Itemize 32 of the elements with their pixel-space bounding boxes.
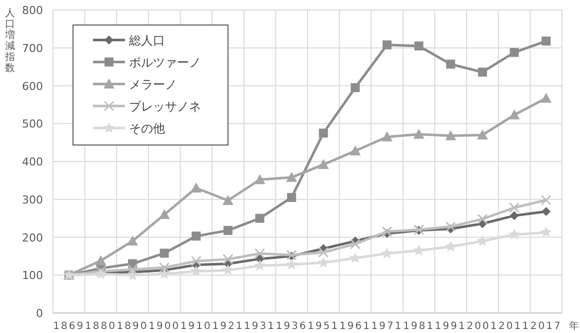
x-axis-title: 年 (569, 320, 579, 332)
x-tick-label: 2017 (530, 321, 562, 332)
x-tick-label: 1880 (84, 321, 116, 332)
x-tick-label: 1890 (116, 321, 148, 332)
x-tick-label: 1951 (308, 321, 340, 332)
legend-label: ブレッサノネ (129, 100, 201, 114)
legend-label: ボルツァーノ (129, 56, 201, 70)
y-tick-label: 300 (22, 193, 43, 206)
y-tick-label: 800 (22, 4, 43, 17)
y-tick-label: 400 (22, 156, 43, 168)
y-tick-label: 200 (22, 231, 43, 244)
legend-label: メラーノ (129, 78, 177, 92)
x-tick-label: 1971 (371, 321, 403, 332)
y-tick-label: 700 (22, 42, 43, 55)
x-tick-label: 1921 (212, 321, 244, 332)
legend-label: 総人口 (128, 34, 165, 48)
y-tick-label: 500 (22, 118, 43, 131)
x-tick-label: 1931 (244, 321, 276, 332)
y-tick-label: 0 (36, 307, 43, 320)
x-tick-label: 2001 (466, 321, 498, 332)
x-tick-label: 1991 (434, 321, 466, 332)
y-tick-label: 100 (22, 269, 43, 282)
y-axis-title: 人口増減指数 (4, 8, 15, 74)
legend-label: その他 (129, 122, 165, 136)
y-tick-label: 600 (22, 80, 43, 93)
x-tick-label: 1961 (339, 321, 371, 332)
x-tick-label: 1981 (403, 321, 435, 332)
x-tick-label: 1936 (276, 321, 308, 332)
x-tick-label: 1869 (53, 321, 85, 332)
x-tick-label: 1910 (180, 321, 212, 332)
x-tick-label: 1900 (148, 321, 180, 332)
x-tick-label: 2011 (498, 321, 530, 332)
